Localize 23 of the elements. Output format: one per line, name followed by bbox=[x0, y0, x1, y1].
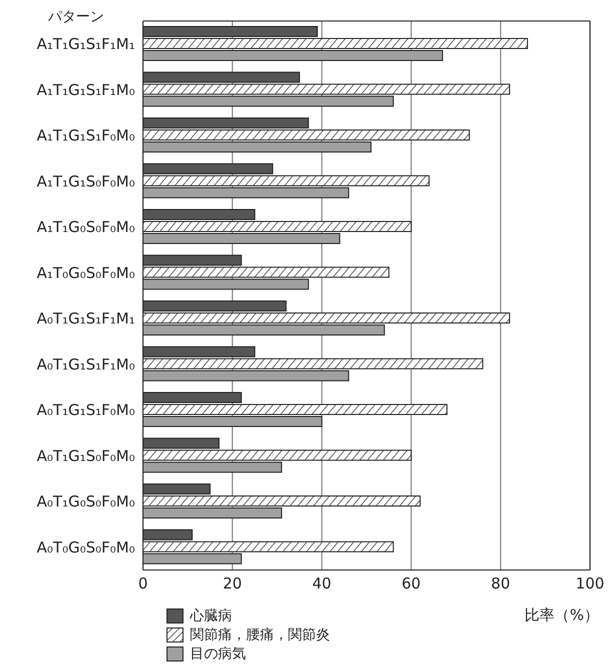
x-tick-label: 0 bbox=[138, 574, 148, 593]
y-tick-label: A₀T₁G₁S₁F₁M₀ bbox=[36, 355, 135, 374]
y-tick-label: A₀T₁G₁S₀F₀M₀ bbox=[36, 446, 135, 465]
x-tick-label: 100 bbox=[576, 574, 604, 593]
legend-label: 心臓病 bbox=[190, 606, 232, 624]
x-tick-label: 80 bbox=[491, 574, 510, 593]
legend-label: 関節痛，腰痛，関節炎 bbox=[190, 626, 330, 644]
y-tick-label: A₁T₁G₁S₁F₁M₀ bbox=[36, 80, 135, 99]
x-tick-label: 40 bbox=[312, 574, 332, 593]
y-tick-label: A₁T₁G₀S₀F₀M₀ bbox=[36, 218, 135, 236]
legend-label: 目の病気 bbox=[190, 644, 246, 662]
y-tick-label: A₀T₁G₁S₁F₁M₁ bbox=[36, 310, 135, 328]
y-tick-label: A₁T₁G₁S₁F₀M₀ bbox=[36, 126, 135, 145]
y-axis-title: パターン bbox=[48, 8, 104, 26]
y-tick-label: A₁T₁G₁S₀F₀M₀ bbox=[36, 172, 135, 190]
y-tick-label: A₀T₁G₀S₀F₀M₀ bbox=[36, 492, 135, 511]
y-tick-label: A₁T₀G₀S₀F₀M₀ bbox=[36, 264, 135, 282]
x-tick-label: 20 bbox=[222, 574, 242, 593]
x-tick-label: 60 bbox=[402, 574, 421, 593]
x-axis-title: 比率（%） bbox=[524, 606, 599, 625]
y-tick-label: A₀T₁G₁S₁F₀M₀ bbox=[36, 401, 135, 420]
y-tick-label: A₁T₁G₁S₁F₁M₁ bbox=[36, 35, 135, 54]
y-tick-label: A₀T₀G₀S₀F₀M₀ bbox=[36, 538, 135, 556]
